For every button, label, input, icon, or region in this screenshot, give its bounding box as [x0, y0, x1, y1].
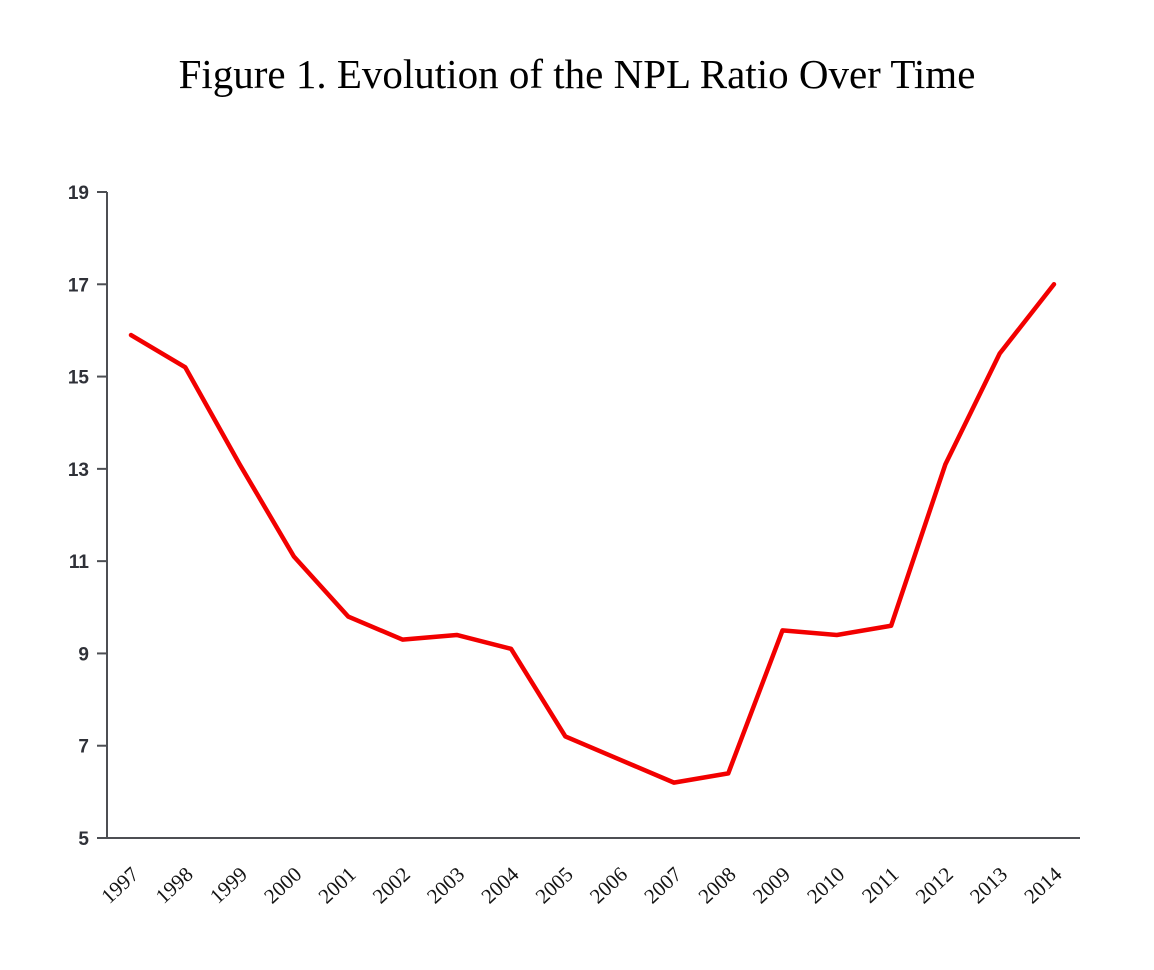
x-tick-label: 2002 — [368, 862, 415, 908]
y-tick-label: 11 — [69, 552, 90, 573]
x-tick-label: 2001 — [314, 862, 361, 908]
y-tick-label: 17 — [68, 275, 89, 296]
x-tick-label: 2000 — [259, 862, 306, 908]
y-tick-label: 15 — [68, 368, 90, 389]
x-tick-label: 2010 — [802, 862, 849, 908]
figure-title: Figure 1. Evolution of the NPL Ratio Ove… — [178, 51, 976, 97]
x-tick-label: 2006 — [585, 862, 632, 908]
x-tick-label: 2012 — [911, 862, 958, 908]
x-tick-label: 2014 — [1019, 862, 1066, 909]
x-tick-label: 2011 — [857, 862, 904, 908]
x-tick-label: 2003 — [422, 862, 469, 908]
y-tick-label: 7 — [78, 737, 89, 758]
x-tick-label: 2008 — [694, 862, 741, 908]
x-tick-label: 1998 — [151, 862, 198, 908]
x-tick-label: 2005 — [531, 862, 578, 908]
y-tick-label: 13 — [68, 460, 89, 481]
npl-series-line — [128, 282, 1057, 785]
y-tick-label: 9 — [78, 644, 89, 665]
x-tick-label: 2013 — [965, 862, 1012, 908]
y-axis-ticks: 5 7 9 11 13 15 17 19 — [68, 183, 107, 850]
x-tick-label: 1999 — [205, 862, 252, 908]
x-tick-label: 1997 — [96, 862, 143, 908]
x-tick-label: 2004 — [476, 862, 523, 909]
y-tick-label: 19 — [68, 183, 89, 204]
x-axis-labels: 1997 1998 1999 2000 2001 2002 2003 2004 2005 2006… — [96, 862, 1066, 909]
x-tick-label: 2009 — [748, 862, 795, 908]
y-tick-label: 5 — [78, 829, 89, 850]
x-tick-label: 2007 — [639, 862, 686, 908]
